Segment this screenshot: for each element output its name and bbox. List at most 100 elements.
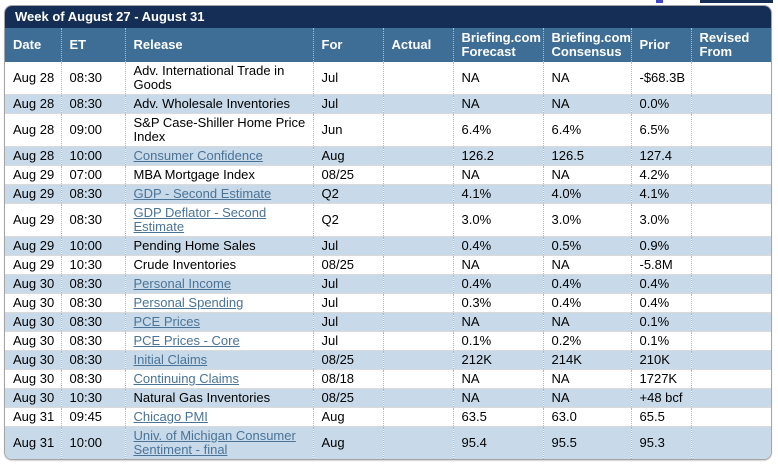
cell-prior: 210K — [630, 350, 691, 370]
cell-actual — [382, 293, 453, 313]
cell-for: Jul — [312, 62, 383, 95]
cell-prior: 127.4 — [630, 146, 691, 166]
cell-for: Jun — [312, 113, 383, 147]
release-link[interactable]: PCE Prices — [133, 314, 200, 329]
cell-revised — [690, 62, 771, 95]
cell-actual — [382, 146, 453, 166]
cell-et: 09:45 — [60, 407, 125, 427]
release-text: Pending Home Sales — [133, 238, 256, 253]
economic-calendar-table: Date ET Release For Actual Briefing.com … — [5, 28, 771, 459]
cell-et: 08:30 — [60, 312, 125, 332]
column-header-consensus: Briefing.com Consensus — [542, 28, 631, 62]
cell-consensus: 0.5% — [542, 236, 631, 256]
cell-release: Personal Spending — [124, 293, 313, 313]
table-row: Aug 29 10:00 Pending Home Sales Jul 0.4%… — [5, 236, 771, 256]
cell-actual — [382, 312, 453, 332]
release-link[interactable]: Continuing Claims — [133, 371, 240, 386]
cell-release: PCE Prices — [124, 312, 313, 332]
cropped-link-underline-fragment — [700, 0, 773, 3]
cell-release: Natural Gas Inventories — [124, 388, 313, 408]
cell-forecast: 95.4 — [452, 426, 543, 459]
table-row: Aug 30 08:30 PCE Prices - Core Jul 0.1% … — [5, 331, 771, 351]
cell-prior: 0.9% — [630, 236, 691, 256]
release-link[interactable]: GDP Deflator - Second Estimate — [133, 205, 267, 234]
cell-date: Aug 30 — [5, 388, 61, 408]
table-row: Aug 28 08:30 Adv. International Trade in… — [5, 62, 771, 95]
cell-revised — [690, 312, 771, 332]
cell-consensus: NA — [542, 62, 631, 95]
cell-release: MBA Mortgage Index — [124, 165, 313, 185]
column-header-et: ET — [60, 28, 125, 62]
cell-for: Q2 — [312, 184, 383, 204]
table-row: Aug 28 10:00 Consumer Confidence Aug 126… — [5, 146, 771, 166]
cell-consensus: 3.0% — [542, 203, 631, 237]
cell-prior: 1727K — [630, 369, 691, 389]
cell-consensus: 0.4% — [542, 274, 631, 294]
cell-revised — [690, 293, 771, 313]
cell-prior: 0.1% — [630, 331, 691, 351]
cell-et: 08:30 — [60, 274, 125, 294]
cell-prior: 6.5% — [630, 113, 691, 147]
column-header-date: Date — [5, 28, 61, 62]
table-row: Aug 28 08:30 Adv. Wholesale Inventories … — [5, 94, 771, 114]
cell-forecast: NA — [452, 388, 543, 408]
column-header-for: For — [312, 28, 383, 62]
cell-actual — [382, 388, 453, 408]
cell-revised — [690, 407, 771, 427]
cell-for: 08/25 — [312, 350, 383, 370]
cell-revised — [690, 113, 771, 147]
cell-actual — [382, 426, 453, 459]
table-row: Aug 29 08:30 GDP Deflator - Second Estim… — [5, 203, 771, 237]
cell-revised — [690, 369, 771, 389]
cell-prior: 0.4% — [630, 274, 691, 294]
cell-forecast: NA — [452, 62, 543, 95]
cell-date: Aug 29 — [5, 165, 61, 185]
cell-consensus: 95.5 — [542, 426, 631, 459]
release-link[interactable]: Univ. of Michigan Consumer Sentiment - f… — [133, 428, 296, 457]
release-link[interactable]: GDP - Second Estimate — [133, 186, 272, 201]
cell-actual — [382, 113, 453, 147]
column-header-release: Release — [124, 28, 313, 62]
release-link[interactable]: PCE Prices - Core — [133, 333, 240, 348]
economic-calendar-panel: Week of August 27 - August 31 Date ET Re… — [4, 5, 772, 460]
cell-et: 08:30 — [60, 350, 125, 370]
release-link[interactable]: Personal Spending — [133, 295, 244, 310]
cell-for: Aug — [312, 407, 383, 427]
release-link[interactable]: Initial Claims — [133, 352, 208, 367]
cell-date: Aug 31 — [5, 407, 61, 427]
cell-date: Aug 30 — [5, 369, 61, 389]
table-header-row: Date ET Release For Actual Briefing.com … — [5, 28, 771, 62]
release-link[interactable]: Personal Income — [133, 276, 232, 291]
cell-for: Jul — [312, 293, 383, 313]
release-text: Adv. International Trade in Goods — [133, 63, 285, 92]
cell-for: Q2 — [312, 203, 383, 237]
cell-revised — [690, 236, 771, 256]
cropped-element-fragment — [656, 0, 663, 3]
cell-consensus: NA — [542, 255, 631, 275]
cell-forecast: NA — [452, 255, 543, 275]
cell-for: Aug — [312, 426, 383, 459]
release-link[interactable]: Consumer Confidence — [133, 148, 263, 163]
release-text: S&P Case-Shiller Home Price Index — [133, 115, 306, 144]
release-link[interactable]: Chicago PMI — [133, 409, 208, 424]
calendar-table-body: Aug 28 08:30 Adv. International Trade in… — [5, 62, 771, 459]
cell-revised — [690, 350, 771, 370]
cell-prior: 4.1% — [630, 184, 691, 204]
cell-prior: 95.3 — [630, 426, 691, 459]
cell-forecast: 4.1% — [452, 184, 543, 204]
week-title-bar: Week of August 27 - August 31 — [5, 6, 771, 28]
cell-forecast: 3.0% — [452, 203, 543, 237]
cell-release: Adv. International Trade in Goods — [124, 62, 313, 95]
cell-forecast: NA — [452, 165, 543, 185]
cell-revised — [690, 146, 771, 166]
cell-et: 08:30 — [60, 94, 125, 114]
cell-forecast: 0.4% — [452, 274, 543, 294]
cell-consensus: 63.0 — [542, 407, 631, 427]
cell-et: 10:00 — [60, 426, 125, 459]
cell-release: S&P Case-Shiller Home Price Index — [124, 113, 313, 147]
cell-for: Jul — [312, 274, 383, 294]
table-row: Aug 28 09:00 S&P Case-Shiller Home Price… — [5, 113, 771, 147]
cell-actual — [382, 203, 453, 237]
cell-consensus: 6.4% — [542, 113, 631, 147]
